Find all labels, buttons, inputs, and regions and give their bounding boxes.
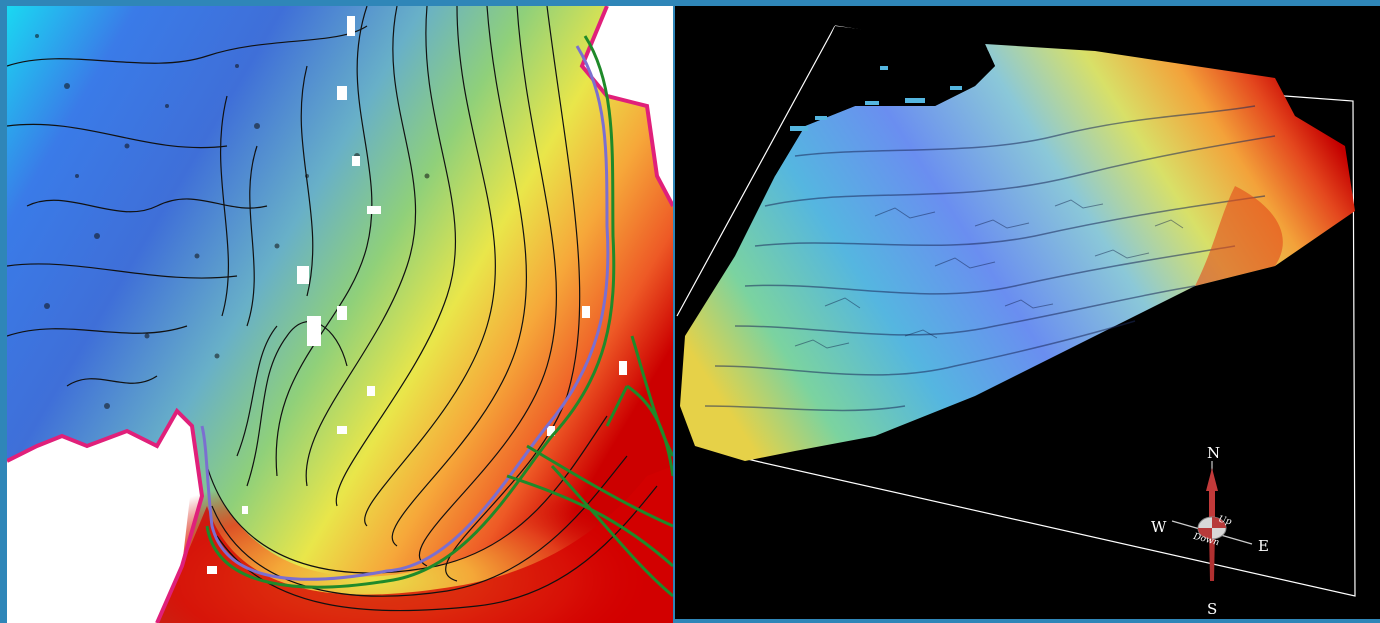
- ridge-shadows: [704, 105, 1276, 412]
- relief-surface: [680, 44, 1355, 461]
- contour-lines: [7, 6, 658, 612]
- outer-red-zone: [157, 466, 673, 623]
- isobath-purple: [200, 45, 610, 581]
- compass-south-arrow: [1209, 531, 1215, 581]
- relief-3d-panel: N W E S Up Down: [675, 6, 1380, 619]
- data-gaps: [207, 16, 627, 574]
- contour-map: [7, 6, 673, 623]
- void-edge-speckles: [790, 66, 962, 131]
- contour-noise: [35, 34, 430, 409]
- isobath-green: [205, 35, 616, 589]
- data-void: [775, 26, 995, 176]
- contour-map-panel: [7, 6, 673, 623]
- compass-label-east: E: [1258, 537, 1269, 555]
- compass-label-north: N: [1207, 444, 1221, 462]
- escarpment: [1195, 186, 1283, 286]
- compass-label-west: W: [1151, 518, 1167, 536]
- relief-3d-surface: [676, 25, 1356, 597]
- compass-label-south: S: [1207, 600, 1218, 618]
- channel-network: [506, 335, 673, 598]
- compass: [1171, 461, 1253, 581]
- compass-north-arrow: [1206, 468, 1218, 526]
- shoreline: [7, 6, 673, 623]
- dune-texture: [794, 199, 1184, 349]
